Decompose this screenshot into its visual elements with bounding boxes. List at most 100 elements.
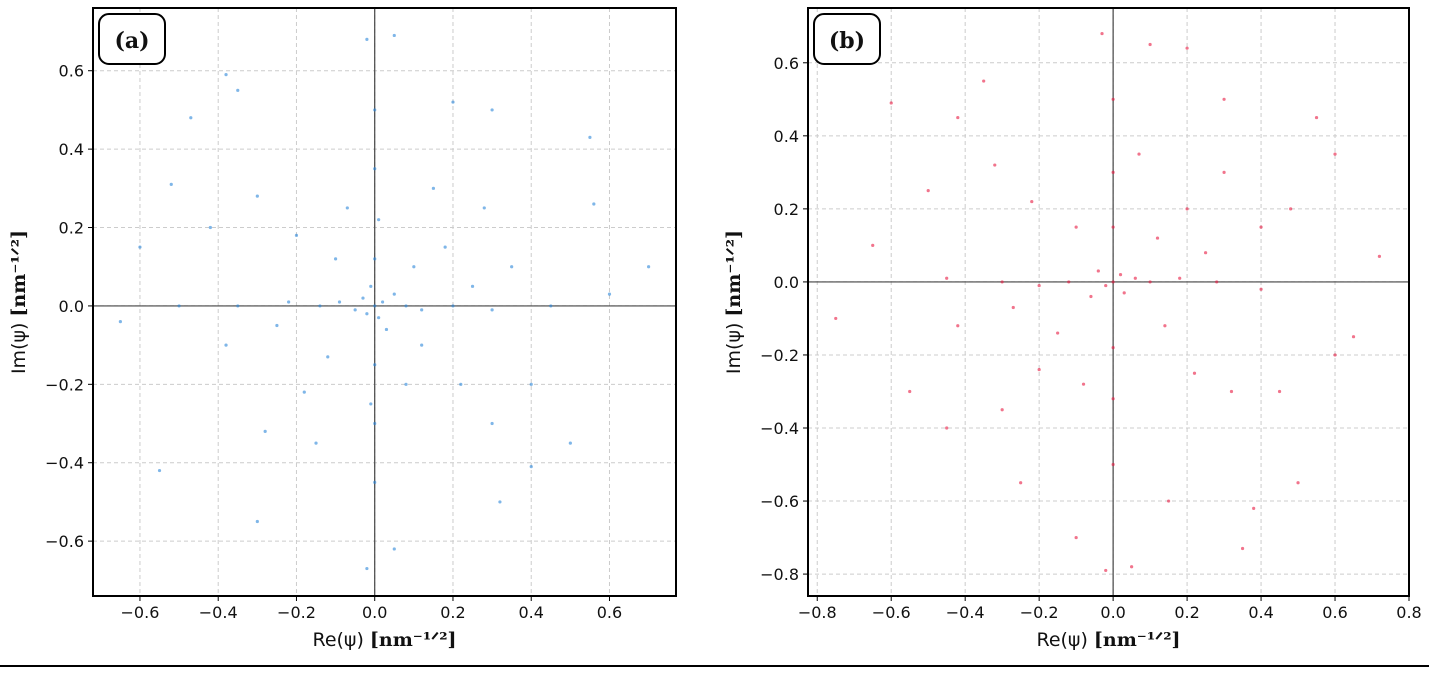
point bbox=[1118, 273, 1123, 277]
point bbox=[1333, 152, 1337, 156]
point bbox=[945, 426, 949, 430]
point bbox=[443, 245, 447, 249]
point bbox=[470, 284, 475, 288]
x-tick-label: −0.4 bbox=[199, 603, 238, 622]
point bbox=[568, 441, 572, 445]
point bbox=[1148, 280, 1152, 284]
point bbox=[177, 304, 181, 308]
point bbox=[1137, 152, 1141, 156]
point bbox=[1314, 115, 1319, 120]
point bbox=[157, 468, 162, 473]
point bbox=[993, 163, 997, 167]
point bbox=[236, 304, 240, 308]
point bbox=[1019, 481, 1023, 485]
x-tick-label: 0.8 bbox=[1396, 603, 1421, 622]
y-tick-label: −0.2 bbox=[760, 346, 799, 365]
point bbox=[373, 480, 377, 484]
point bbox=[189, 116, 193, 120]
point bbox=[337, 300, 342, 304]
point bbox=[1111, 346, 1115, 350]
point bbox=[1104, 568, 1108, 573]
point bbox=[1056, 331, 1060, 335]
point bbox=[1163, 324, 1167, 328]
point bbox=[373, 257, 377, 261]
y-tick-label: −0.6 bbox=[45, 532, 84, 551]
point bbox=[294, 233, 299, 237]
point bbox=[138, 245, 142, 249]
point bbox=[926, 189, 930, 193]
point bbox=[1222, 97, 1226, 101]
point bbox=[275, 323, 279, 328]
point bbox=[373, 167, 377, 171]
y-axis-unit: [nm⁻¹ᐟ²] bbox=[8, 230, 30, 317]
x-tick-label: 0.2 bbox=[440, 603, 465, 622]
point bbox=[1111, 280, 1115, 284]
point bbox=[1252, 506, 1256, 510]
panel-label-box bbox=[813, 13, 881, 65]
point bbox=[1215, 280, 1219, 284]
x-axis-name: Re(ψ) bbox=[1036, 629, 1087, 651]
point bbox=[588, 135, 592, 139]
point bbox=[1111, 170, 1115, 174]
y-axis-name: Im(ψ) bbox=[723, 323, 745, 374]
point bbox=[1185, 46, 1189, 50]
point bbox=[365, 37, 369, 41]
point bbox=[380, 300, 385, 304]
y-tick-label: −0.6 bbox=[760, 492, 799, 511]
y-tick-label: −0.8 bbox=[760, 565, 799, 584]
point bbox=[1089, 294, 1093, 299]
point bbox=[451, 100, 455, 104]
y-tick-label: −0.4 bbox=[760, 419, 799, 438]
point bbox=[1111, 97, 1115, 101]
point bbox=[1037, 283, 1041, 288]
point bbox=[302, 390, 306, 394]
point bbox=[118, 320, 122, 324]
point bbox=[1111, 225, 1115, 229]
y-tick-label: 0.6 bbox=[59, 62, 84, 81]
y-axis-label: Im(ψ) [nm⁻¹ᐟ²] bbox=[723, 230, 745, 374]
point bbox=[365, 566, 369, 571]
point bbox=[392, 292, 396, 296]
point bbox=[1192, 371, 1197, 375]
point bbox=[377, 316, 381, 320]
point bbox=[287, 300, 291, 304]
point bbox=[369, 284, 373, 288]
y-tick-label: 0.4 bbox=[774, 127, 799, 146]
point bbox=[365, 312, 369, 316]
point bbox=[871, 243, 875, 247]
y-tick-label: 0.2 bbox=[59, 219, 84, 238]
point bbox=[431, 186, 436, 190]
point bbox=[361, 296, 365, 300]
point bbox=[908, 389, 912, 394]
point bbox=[1296, 481, 1300, 485]
y-tick-label: 0.2 bbox=[774, 200, 799, 219]
point bbox=[529, 382, 533, 386]
x-tick-label: 0.4 bbox=[1248, 603, 1273, 622]
point bbox=[404, 382, 408, 386]
y-tick-label: 0.4 bbox=[59, 140, 84, 159]
point bbox=[1377, 254, 1382, 258]
x-tick-label: −0.4 bbox=[946, 603, 985, 622]
x-axis-label: Re(ψ) [nm⁻¹ᐟ²] bbox=[312, 629, 456, 651]
point bbox=[1259, 287, 1263, 291]
point bbox=[647, 265, 651, 269]
point bbox=[255, 519, 259, 524]
panel-label: (a) bbox=[114, 28, 149, 54]
point bbox=[373, 421, 377, 426]
point bbox=[1074, 535, 1078, 540]
point bbox=[1133, 276, 1137, 280]
point bbox=[1000, 280, 1004, 284]
point bbox=[263, 429, 267, 433]
point bbox=[1222, 170, 1226, 174]
point bbox=[510, 265, 514, 269]
point bbox=[333, 257, 338, 261]
panel-label: (b) bbox=[829, 28, 865, 54]
point bbox=[224, 73, 228, 77]
point bbox=[1259, 225, 1263, 229]
plot-frame bbox=[807, 7, 1410, 597]
point bbox=[1333, 353, 1337, 357]
point bbox=[1185, 207, 1189, 211]
y-tick-label: 0.6 bbox=[774, 54, 799, 73]
y-axis-name: Im(ψ) bbox=[8, 323, 30, 374]
point bbox=[373, 363, 377, 367]
